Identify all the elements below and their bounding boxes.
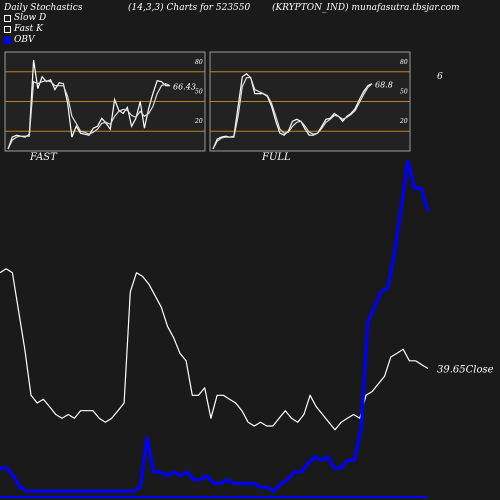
legend-item-obv: OBV xyxy=(4,35,35,45)
fast-tick-label-50: 50 xyxy=(195,89,203,96)
price-series-obv xyxy=(0,159,430,493)
chart-header-left: Daily Stochastics xyxy=(4,3,83,13)
fast-series-slow-d xyxy=(7,80,171,150)
full-tick-label-80: 80 xyxy=(400,59,408,66)
close-last-value-label: 39.65Close xyxy=(437,365,494,376)
legend-item-fast-k: Fast K xyxy=(4,24,43,34)
fast-panel-xlabel: FAST xyxy=(30,152,57,163)
full-tick-label-50: 50 xyxy=(400,89,408,96)
chart-header-right: (KRYPTON_IND) munafasutra.tbsjar.com xyxy=(272,3,460,13)
legend-label-slow-d: Slow D xyxy=(14,13,47,23)
full-tick-label-20: 20 xyxy=(399,118,408,125)
price-series-close xyxy=(0,268,429,431)
full-last-value-label: 68.8 xyxy=(375,81,393,90)
stray-label: 6 xyxy=(437,72,443,82)
legend-swatch-obv xyxy=(4,36,11,44)
full-series-slow-d xyxy=(212,77,373,150)
fast-tick-label-20: 20 xyxy=(194,118,203,125)
legend-item-slow-d: Slow D xyxy=(4,13,46,23)
legend-label-obv: OBV xyxy=(14,35,35,45)
fast-tick-label-80: 80 xyxy=(195,59,203,66)
fast-last-value-label: 66.43 xyxy=(173,83,196,92)
chart-header-middle: (14,3,3) Charts for 523550 xyxy=(128,3,251,13)
legend-swatch-slow-d xyxy=(4,14,11,22)
fast-series-fast-k xyxy=(7,59,170,150)
legend-swatch-fast-k xyxy=(4,25,11,33)
legend-label-fast-k: Fast K xyxy=(14,24,43,34)
full-panel-xlabel: FULL xyxy=(262,152,291,163)
